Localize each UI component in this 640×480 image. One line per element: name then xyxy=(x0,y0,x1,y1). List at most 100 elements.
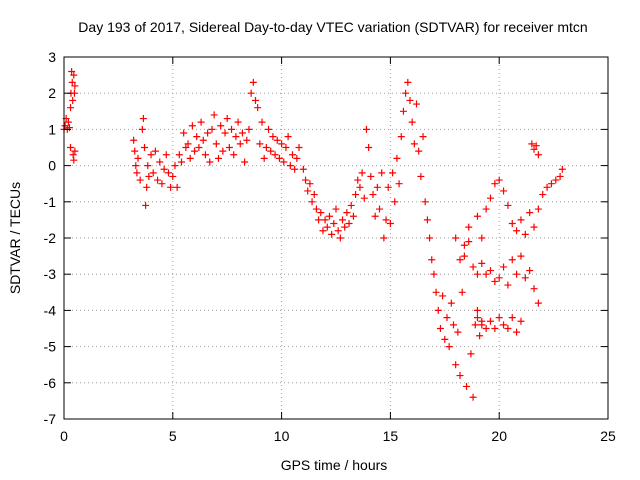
data-point xyxy=(556,172,564,180)
data-point xyxy=(530,223,538,231)
data-point xyxy=(378,169,386,177)
data-point xyxy=(291,165,299,173)
data-point xyxy=(460,252,468,260)
data-point xyxy=(491,180,499,188)
data-point xyxy=(302,176,310,184)
data-point xyxy=(534,151,542,159)
data-point xyxy=(393,154,401,162)
data-point xyxy=(269,133,277,141)
data-point xyxy=(234,118,242,126)
data-point xyxy=(349,212,357,220)
data-point xyxy=(69,96,77,104)
data-point xyxy=(436,325,444,332)
data-point xyxy=(139,115,147,123)
data-point xyxy=(258,118,266,126)
data-point xyxy=(204,129,212,137)
data-point xyxy=(365,144,373,151)
data-point xyxy=(530,145,538,153)
data-point xyxy=(169,172,177,180)
data-point xyxy=(131,147,139,155)
data-point xyxy=(482,205,490,213)
data-point xyxy=(395,180,403,188)
data-point xyxy=(201,151,209,159)
data-point xyxy=(332,205,340,213)
data-point xyxy=(521,230,529,238)
data-point xyxy=(347,201,355,209)
data-point xyxy=(173,183,181,191)
data-point xyxy=(473,212,481,220)
data-point xyxy=(245,125,253,133)
data-point xyxy=(521,274,529,282)
data-point xyxy=(70,156,78,164)
data-point xyxy=(334,227,342,235)
data-point xyxy=(160,165,168,173)
data-point xyxy=(130,136,138,144)
data-point xyxy=(495,314,503,322)
data-point xyxy=(413,100,421,108)
data-point xyxy=(249,78,257,86)
data-point xyxy=(371,212,379,220)
data-point xyxy=(210,111,218,119)
data-point xyxy=(419,133,427,141)
y-tick-label: -7 xyxy=(44,411,57,427)
data-point xyxy=(312,205,320,213)
data-point xyxy=(410,140,418,148)
data-point xyxy=(434,306,442,314)
data-point xyxy=(443,314,451,322)
data-point xyxy=(486,317,494,325)
data-point xyxy=(504,201,512,209)
data-point xyxy=(288,151,296,159)
data-point xyxy=(389,169,397,177)
data-point xyxy=(138,125,146,133)
data-point xyxy=(260,154,268,162)
data-point xyxy=(500,321,508,329)
data-point xyxy=(158,180,166,188)
data-point xyxy=(336,234,344,242)
data-point xyxy=(61,122,69,130)
data-point xyxy=(469,263,477,271)
y-tick-label: -6 xyxy=(44,375,57,391)
data-point xyxy=(452,234,460,242)
y-tick-label: 1 xyxy=(48,121,56,137)
data-point xyxy=(508,256,516,264)
data-point xyxy=(151,147,159,155)
data-point xyxy=(517,317,525,325)
data-point xyxy=(184,140,192,148)
data-point xyxy=(295,144,303,151)
data-point xyxy=(206,158,214,166)
data-point xyxy=(67,104,75,112)
data-point xyxy=(315,216,323,224)
data-point xyxy=(421,198,429,206)
data-point xyxy=(214,154,222,162)
data-point xyxy=(225,144,233,151)
data-point xyxy=(156,158,164,166)
x-tick-label: 5 xyxy=(169,428,177,444)
data-point xyxy=(317,209,325,217)
data-point xyxy=(67,144,75,151)
data-point xyxy=(478,259,486,267)
data-point xyxy=(68,67,76,75)
data-point xyxy=(265,125,273,133)
data-point xyxy=(426,234,434,242)
data-point xyxy=(404,78,412,86)
data-point xyxy=(360,194,368,202)
data-point xyxy=(212,140,220,148)
data-point xyxy=(323,223,331,231)
data-point xyxy=(145,172,153,180)
data-point xyxy=(482,325,490,332)
data-point xyxy=(232,133,240,141)
data-point xyxy=(423,216,431,224)
data-point xyxy=(486,194,494,202)
x-tick-label: 10 xyxy=(274,428,290,444)
data-point xyxy=(391,198,399,206)
y-tick-label: -5 xyxy=(44,339,57,355)
data-point xyxy=(495,274,503,282)
data-point xyxy=(273,136,281,144)
data-point xyxy=(408,118,416,126)
data-point xyxy=(136,176,144,184)
data-point xyxy=(432,288,440,296)
data-point xyxy=(471,321,479,329)
data-point xyxy=(319,227,327,235)
data-point xyxy=(308,198,316,206)
data-point xyxy=(386,220,394,228)
